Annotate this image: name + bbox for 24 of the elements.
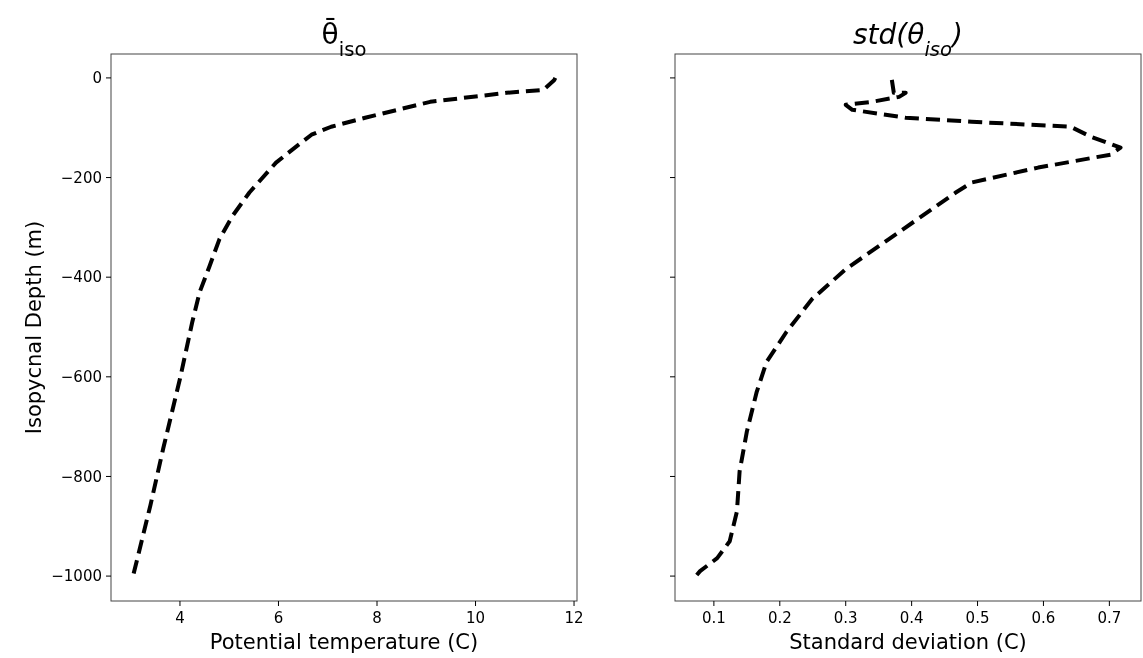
x-axis-title: Potential temperature (C)	[209, 630, 479, 654]
x-tick-label: 12	[564, 609, 584, 627]
y-tick-label: −800	[60, 467, 102, 486]
x-tick-label: 0.2	[767, 609, 792, 627]
y-axis-title: Isopycnal Depth (m)	[22, 220, 46, 435]
y-tick-label: −1000	[51, 567, 102, 586]
x-tick-label: 0.6	[1031, 609, 1056, 627]
x-tick-label: 0.3	[833, 609, 858, 627]
y-tick-label: 0	[92, 69, 102, 88]
x-tick-label: 10	[465, 609, 486, 627]
x-axis-title: Standard deviation (C)	[789, 630, 1027, 654]
chart-title: θ̄$_{iso}$	[321, 16, 367, 61]
x-tick-label: 8	[372, 609, 382, 627]
chart-title: std(θ$_{iso}$)	[853, 18, 963, 61]
x-tick-label: 4	[175, 609, 185, 627]
line-series	[131, 75, 558, 576]
y-tick-label: −400	[60, 268, 102, 287]
x-tick-label: 0.7	[1097, 609, 1122, 627]
y-tick-label: −200	[60, 168, 102, 187]
x-tick-label: 0.5	[965, 609, 990, 627]
y-tick-label: −600	[60, 368, 102, 387]
x-tick-label: 0.4	[899, 609, 924, 627]
x-tick-label: 0.1	[701, 609, 726, 627]
x-tick-label: 6	[273, 609, 284, 627]
